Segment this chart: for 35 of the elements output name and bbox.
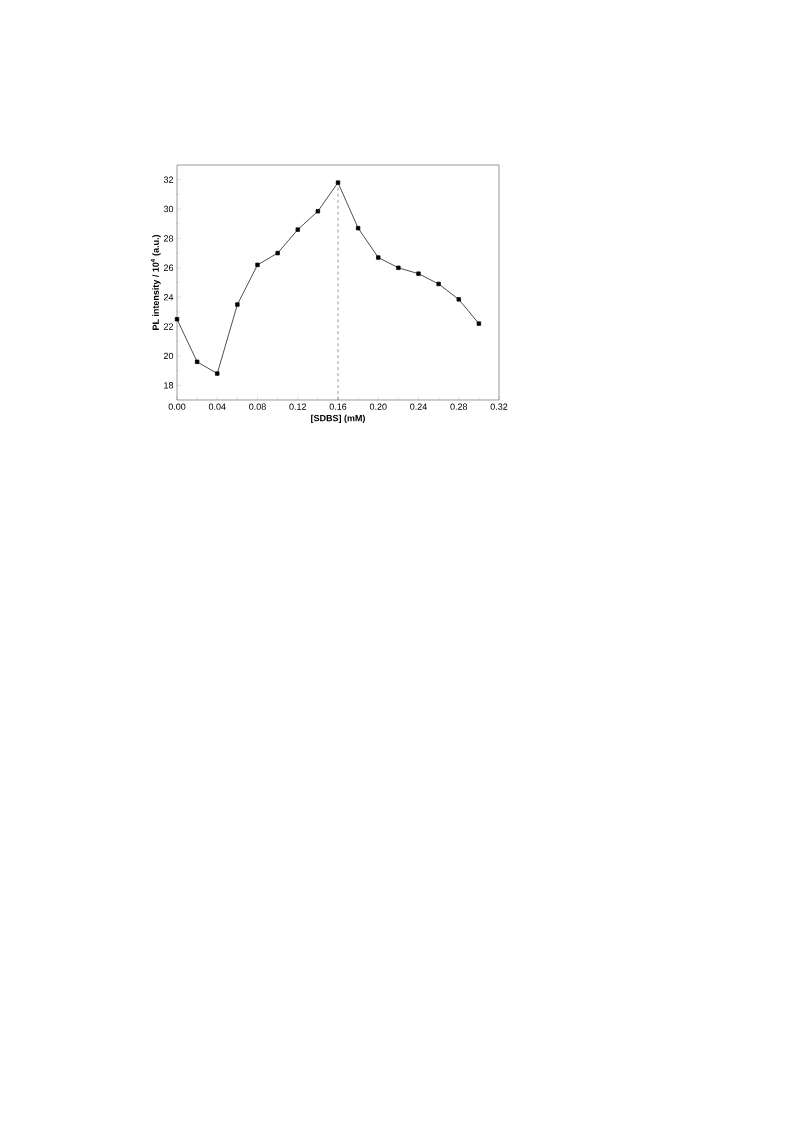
y-tick-label: 28 (163, 235, 174, 242)
x-tick-label: 0.28 (450, 403, 468, 410)
x-tick-label: 0.16 (329, 403, 347, 410)
x-tick-label: 0.00 (168, 403, 186, 410)
point (215, 371, 220, 376)
x-tick-label: 0.20 (369, 403, 387, 410)
point (235, 302, 240, 307)
x-tick-label: 0.08 (249, 403, 266, 410)
y-tick-label: 20 (163, 352, 174, 360)
point (194, 359, 200, 364)
y-tick-label: 30 (163, 205, 174, 213)
point (396, 265, 401, 270)
x-axis-title: [SDBS] (mM) (311, 414, 365, 424)
y-tick-label: 32 (163, 176, 174, 183)
point (315, 209, 321, 214)
x-tick-label: 0.24 (410, 403, 427, 410)
point (255, 262, 260, 268)
point (376, 255, 381, 260)
point (355, 226, 361, 231)
point (275, 250, 280, 256)
point (295, 227, 300, 232)
point (174, 317, 180, 322)
point (416, 271, 421, 276)
x-tick-label: 0.12 (289, 403, 307, 410)
y-tick-label: 26 (163, 264, 174, 271)
point (456, 297, 461, 302)
y-tick-label: 18 (164, 382, 174, 389)
point (476, 321, 482, 326)
y-tick-label: 24 (163, 294, 174, 301)
x-tick-label: 0.04 (208, 403, 226, 410)
point (335, 180, 341, 185)
point (436, 281, 441, 287)
y-axis-title: PL intensity / 10$^{4}$ (a.u.) (150, 234, 161, 330)
y-tick-label: 22 (163, 323, 174, 330)
x-tick-label: 0.32 (490, 403, 508, 410)
